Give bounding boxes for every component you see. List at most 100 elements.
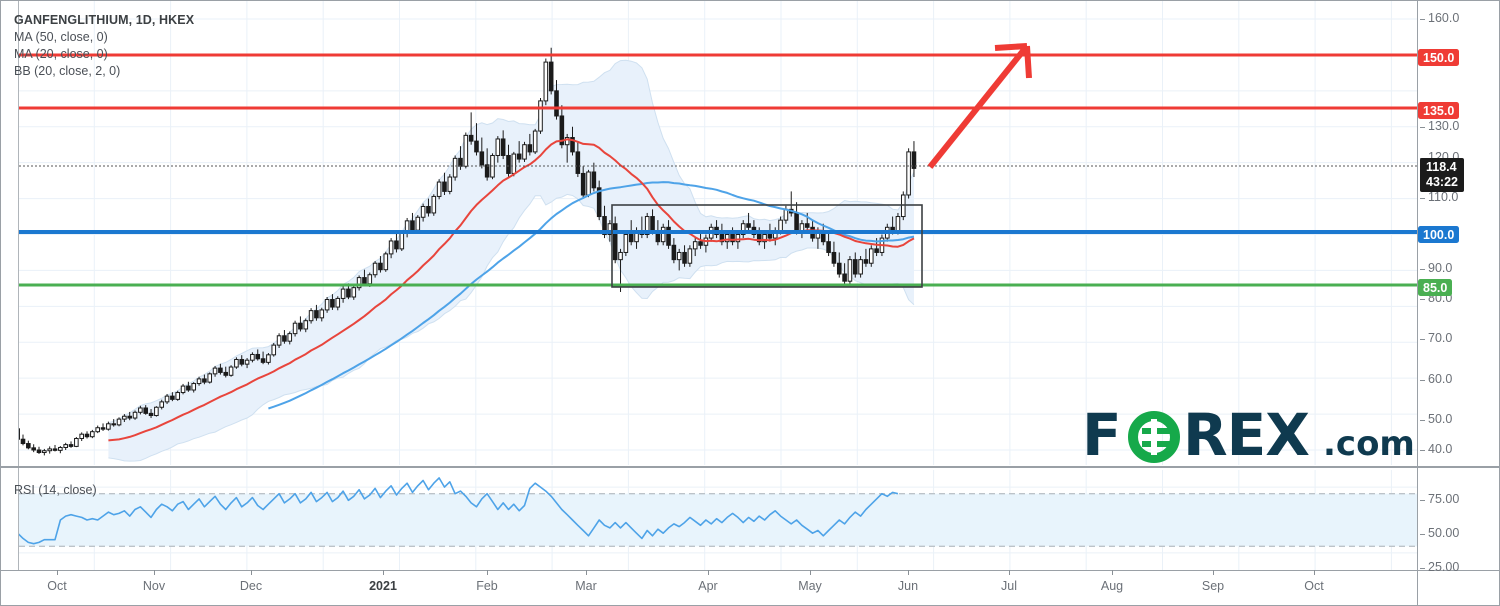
time-axis-label: Jul	[1001, 579, 1017, 593]
candle-body	[671, 244, 677, 261]
candlestick	[90, 429, 95, 439]
rsi-tick-mark	[1420, 534, 1425, 535]
time-axis-label: Feb	[476, 579, 498, 593]
candlestick	[335, 296, 341, 311]
price-level-badge-resistance-135[interactable]: 135.0	[1418, 102, 1460, 119]
price-level-badge-support-85[interactable]: 85.0	[1418, 279, 1453, 296]
candlestick	[58, 446, 63, 454]
candle-body	[538, 100, 543, 132]
price-tick-mark	[1420, 299, 1425, 300]
candlestick	[420, 203, 426, 222]
candle-body	[650, 216, 655, 232]
candlestick	[116, 417, 122, 427]
candlestick	[495, 136, 501, 163]
candle-body	[399, 232, 405, 250]
time-tick-mark	[908, 570, 909, 575]
candle-body	[79, 433, 84, 440]
candle-body	[724, 234, 730, 243]
candlestick	[591, 162, 597, 192]
candle-body	[367, 274, 373, 285]
candle-body	[511, 153, 517, 174]
consolidation-box[interactable]	[611, 204, 923, 288]
candle-body	[383, 253, 389, 271]
candle-body	[458, 157, 463, 167]
candle-body	[159, 401, 165, 408]
candlestick	[68, 441, 74, 448]
price-tick-label: 70.0	[1428, 331, 1453, 345]
candle-body	[335, 297, 341, 308]
candle-body	[319, 309, 325, 319]
candle-body	[868, 248, 874, 264]
candle-body	[410, 220, 415, 231]
time-axis-label: Apr	[698, 579, 718, 593]
price-pane[interactable]	[19, 1, 1417, 465]
candle-body	[858, 259, 863, 275]
price-level-badge-resistance-150[interactable]: 150.0	[1418, 49, 1460, 66]
candle-body	[287, 333, 293, 342]
rsi-line	[19, 477, 899, 545]
arrow-head-right	[1024, 45, 1032, 79]
candlestick	[266, 353, 271, 365]
price-level-badge-support-100[interactable]: 100.0	[1418, 226, 1460, 243]
candlestick	[522, 141, 527, 162]
candle-body	[100, 427, 106, 430]
rsi-chart-canvas[interactable]	[19, 470, 1417, 570]
candle-body	[52, 448, 58, 451]
time-axis-label: Oct	[1304, 579, 1324, 593]
candle-body	[180, 385, 186, 394]
candle-body	[516, 153, 522, 160]
candle-body	[564, 137, 570, 146]
rsi-tick-mark	[1420, 568, 1425, 569]
candle-body	[698, 241, 703, 246]
ma50-line	[268, 181, 915, 410]
price-axis[interactable]: 160.0140.0130.0120.0110.090.080.070.060.…	[1418, 0, 1500, 606]
candlestick	[234, 357, 239, 369]
candle-body	[58, 446, 63, 451]
time-tick-mark	[487, 570, 488, 575]
candlestick	[906, 148, 911, 199]
candle-body	[362, 277, 367, 285]
bullish-arrow[interactable]	[927, 44, 1030, 169]
candlestick	[788, 191, 794, 217]
candlestick	[484, 148, 490, 181]
candle-body	[575, 151, 581, 174]
candlestick	[676, 248, 682, 271]
candlestick	[202, 374, 207, 385]
candlestick	[276, 333, 282, 348]
candle-body	[468, 134, 474, 142]
rsi-pane[interactable]	[19, 470, 1417, 570]
candlestick	[180, 383, 186, 395]
candle-body	[532, 130, 538, 153]
candlestick	[431, 194, 437, 216]
candlestick	[164, 393, 170, 405]
candlestick	[858, 256, 863, 278]
price-chart-canvas[interactable]	[19, 1, 1417, 465]
candle-body	[314, 310, 319, 319]
candle-body	[628, 234, 634, 243]
candlestick	[271, 342, 277, 357]
candlestick	[479, 137, 485, 169]
candle-body	[495, 138, 501, 156]
candle-body	[426, 205, 431, 214]
candlestick	[132, 410, 138, 420]
candle-body	[692, 241, 698, 250]
candle-body	[207, 373, 213, 383]
candlestick	[250, 352, 255, 363]
candle-body	[266, 354, 271, 363]
rsi-tick-mark	[1420, 500, 1425, 501]
candlestick	[794, 202, 799, 235]
price-tick-mark	[1420, 420, 1425, 421]
price-tick-mark	[1420, 269, 1425, 270]
candle-body	[719, 234, 725, 243]
candlestick	[911, 141, 917, 178]
time-axis-label: Mar	[575, 579, 597, 593]
candle-body	[623, 234, 629, 253]
candlestick	[196, 376, 202, 386]
candle-body	[522, 144, 527, 160]
candle-body	[68, 444, 74, 447]
candle-body	[794, 212, 799, 232]
price-tick-label: 40.0	[1428, 442, 1453, 456]
time-axis[interactable]: Oct Nov Dec 2021 Feb Mar Apr May Jun Jul Aug Sep Oct	[0, 570, 1418, 605]
candle-body	[415, 216, 421, 231]
last-price-badge[interactable]: 118.4 43:22	[1420, 158, 1464, 192]
